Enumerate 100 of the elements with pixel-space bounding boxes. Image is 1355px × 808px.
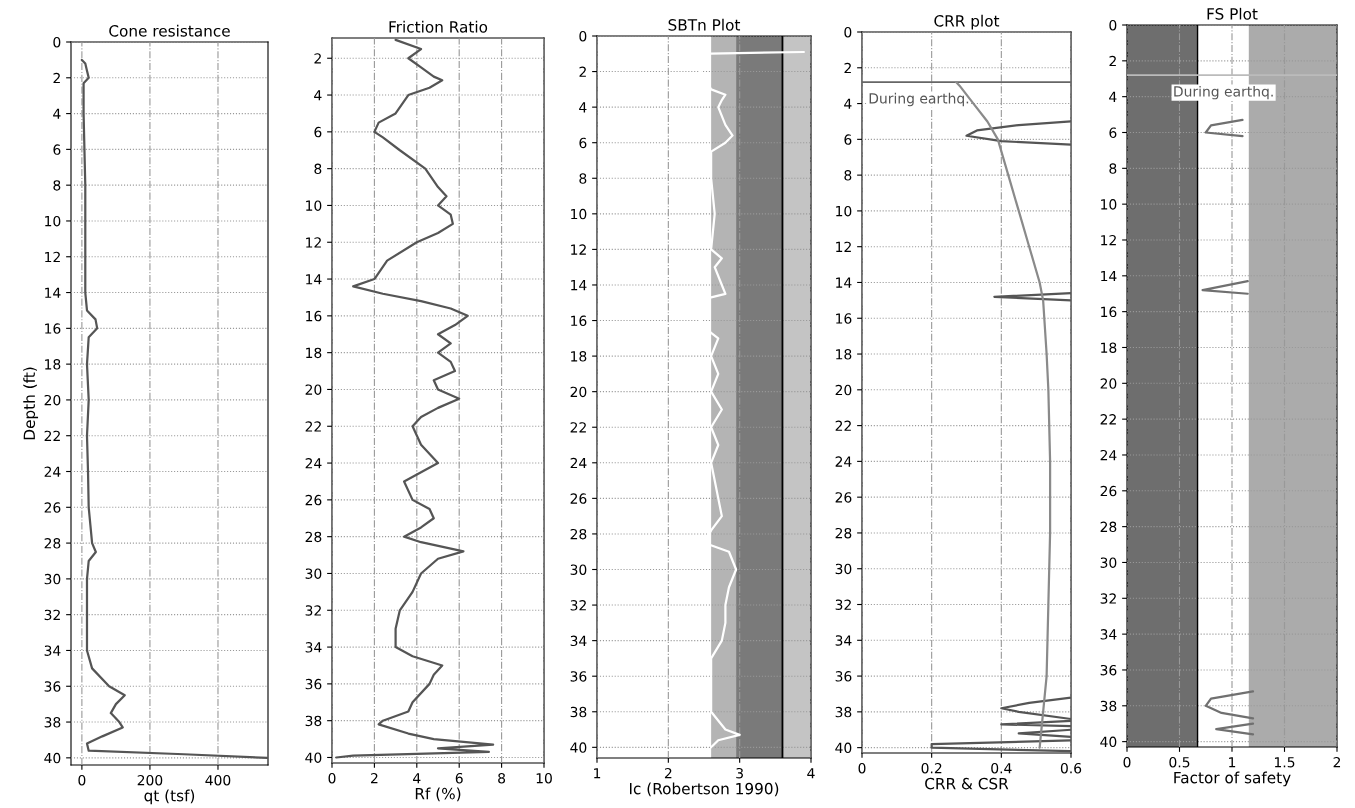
line-series [80,58,268,759]
y-tick-label: 4 [53,108,61,119]
y-tick-label: 36 [570,671,587,682]
ref-line-label: During earthq. [869,92,969,107]
y-tick-label: 30 [835,563,852,575]
y-tick-label: 32 [1100,593,1116,604]
x-axis-title: Rf (%) [415,787,461,802]
x-tick-label: 1 [594,768,601,779]
y-tick-label: 12 [571,244,586,255]
chart-title: Cone resistance [109,24,230,37]
y-tick-label: 22 [570,422,586,433]
y-tick-label: 12 [1101,234,1116,246]
y-tick-label: 20 [835,384,852,396]
y-tick-label: 22 [44,430,60,441]
y-tick-label: 14 [306,274,322,285]
y-tick-label: 34 [305,642,322,653]
y-tick-label: 2 [1109,55,1116,67]
y-tick-label: 2 [314,53,321,64]
y-tick-label: 8 [579,173,587,184]
y-tick-label: 26 [305,494,322,506]
y-tick-label: 0 [579,30,587,42]
chart-title: FS Plot [1207,7,1258,20]
y-tick-label: 24 [44,466,61,477]
ref-line-label: During earthq. [1174,85,1273,100]
y-tick-label: 12 [306,237,321,248]
x-tick-label: 8 [498,772,506,784]
y-tick-label: 14 [836,277,852,288]
y-tick-label: 24 [1100,449,1117,461]
x-axis-title: Ic (Robertson 1990) [629,782,779,797]
x-tick-label: 0.4 [991,762,1012,774]
x-tick-label: 2 [664,767,672,779]
y-tick-label: 8 [844,170,852,181]
x-axis-title: CRR & CSR [925,777,1009,790]
y-tick-label: 26 [570,493,587,504]
y-tick-label: 6 [314,126,322,138]
y-tick-label: 40 [570,742,587,753]
y-tick-label: 0 [53,36,61,48]
x-tick-label: 3 [736,767,743,779]
x-tick-label: 2 [371,772,378,784]
y-tick-label: 30 [570,564,587,575]
y-tick-label: 6 [1109,127,1117,138]
y-tick-label: 14 [571,280,587,291]
x-tick-label: 0 [78,774,86,786]
x-tick-label: 0.2 [921,762,942,774]
y-tick-label: 2 [579,66,586,77]
x-tick-label: 4 [807,768,815,779]
x-tick-label: 400 [205,774,231,786]
y-tick-label: 26 [835,492,852,503]
y-tick-label: 30 [44,573,61,585]
y-tick-label: 26 [1100,485,1117,497]
y-tick-label: 28 [1100,521,1117,533]
y-tick-label: 18 [1101,342,1117,353]
y-tick-label: 12 [45,251,60,263]
y-tick-label: 6 [579,137,587,149]
y-tick-label: 4 [314,90,322,101]
y-tick-label: 14 [45,287,61,298]
chart-title: CRR plot [934,14,1000,30]
y-tick-label: 2 [53,72,60,84]
chart-title: Friction Ratio [389,20,488,33]
y-tick-label: 16 [1101,306,1117,318]
y-tick-label: 40 [305,752,322,763]
y-tick-label: 34 [1100,629,1117,640]
y-tick-label: 28 [570,528,587,540]
y-tick-label: 0 [844,26,852,38]
y-tick-label: 10 [306,200,322,211]
y-tick-label: 10 [571,208,587,220]
y-tick-label: 8 [1109,163,1117,174]
y-tick-label: 4 [844,98,852,109]
y-tick-label: 22 [305,421,321,432]
y-tick-label: 22 [835,420,851,431]
y-tick-label: 20 [305,384,322,395]
y-tick-label: 4 [1109,91,1117,102]
y-tick-label: 34 [570,635,587,647]
x-tick-label: 0 [1123,756,1131,768]
y-tick-label: 38 [305,715,322,727]
y-tick-label: 38 [44,717,61,728]
y-tick-label: 0 [1109,19,1117,31]
y-tick-label: 36 [44,681,61,692]
y-tick-label: 20 [44,394,61,406]
x-tick-label: 0 [328,772,336,784]
y-tick-label: 18 [306,347,322,359]
x-tick-label: 0.5 [1169,756,1190,768]
y-tick-label: 18 [45,359,61,370]
y-tick-label: 26 [44,502,61,513]
y-tick-label: 8 [314,163,322,175]
line-series [335,38,495,759]
x-tick-label: 4 [413,773,421,784]
y-tick-label: 38 [835,706,852,718]
chart-title: SBTn Plot [668,18,741,31]
y-tick-label: 28 [835,527,852,539]
y-tick-label: 16 [45,323,61,334]
y-tick-label: 24 [305,458,322,469]
y-tick-label: 34 [835,635,852,646]
y-tick-label: 6 [844,134,852,145]
y-tick-label: 16 [571,315,587,327]
y-tick-label: 24 [570,457,587,469]
y-tick-label: 40 [835,742,852,754]
y-tick-label: 18 [836,349,852,360]
y-tick-label: 20 [570,386,587,398]
x-tick-label: 200 [137,774,163,786]
